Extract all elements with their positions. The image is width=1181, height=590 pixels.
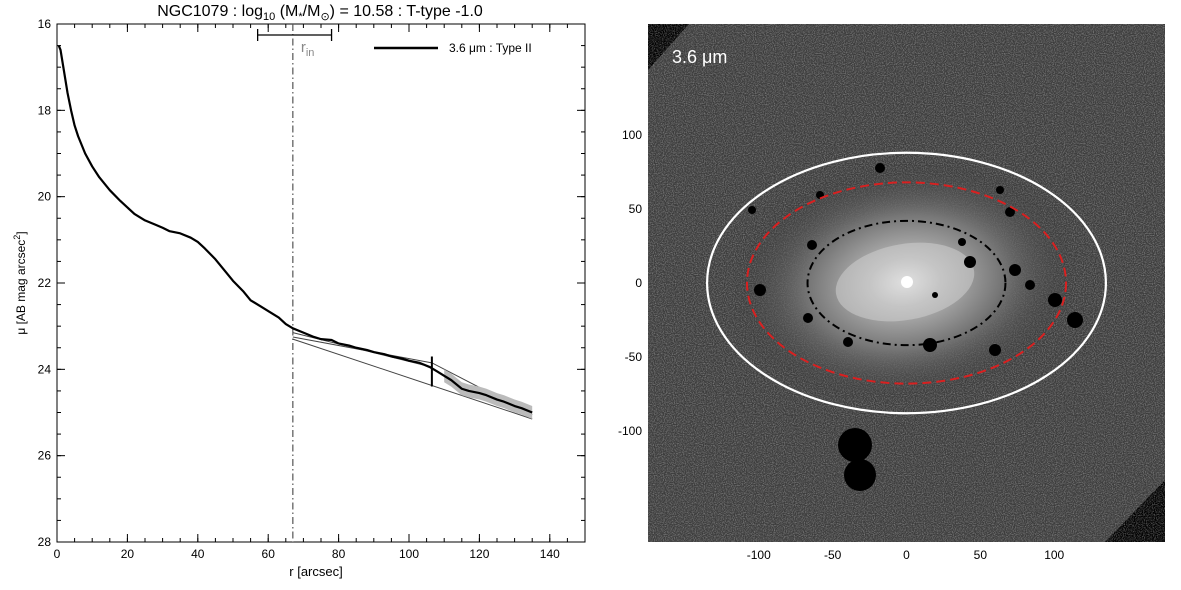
chart-title: NGC1079 : log10 (M*/M⊙) = 10.58 : T-type… bbox=[157, 3, 483, 23]
masked-source bbox=[964, 256, 976, 268]
profile-chart: NGC1079 : log10 (M*/M⊙) = 10.58 : T-type… bbox=[12, 3, 586, 579]
x-tick-label: 40 bbox=[191, 547, 205, 561]
y-tick-label: 24 bbox=[38, 362, 52, 376]
ellipse-outer bbox=[705, 151, 1108, 415]
masked-source bbox=[875, 163, 885, 173]
y-tick-label: 28 bbox=[38, 535, 52, 549]
x-tick-label: 80 bbox=[332, 547, 346, 561]
uncertainty-band bbox=[444, 369, 533, 419]
galaxy-image bbox=[648, 24, 1165, 542]
y-axis-label: μ [AB mag arcsec2] bbox=[12, 231, 28, 334]
image-band-label: 3.6 μm bbox=[672, 47, 727, 67]
image-y-tick-label: -50 bbox=[625, 350, 643, 364]
y-tick-label: 22 bbox=[38, 276, 52, 290]
masked-source bbox=[932, 292, 938, 298]
masked-source bbox=[1048, 293, 1062, 307]
x-axis-label: r [arcsec] bbox=[289, 564, 342, 579]
ellipse-inner bbox=[806, 219, 1007, 347]
masked-source bbox=[1005, 207, 1015, 217]
legend: 3.6 μm : Type II bbox=[374, 41, 532, 55]
profile-line bbox=[57, 45, 533, 414]
r-in-label: rin bbox=[301, 39, 315, 59]
fit-line bbox=[292, 338, 533, 420]
profile-series bbox=[57, 45, 533, 419]
masked-source bbox=[748, 206, 756, 214]
ellipse-middle bbox=[745, 181, 1068, 385]
masked-source bbox=[844, 459, 876, 491]
image-y-tick-label: 50 bbox=[629, 202, 643, 216]
x-tick-label: 20 bbox=[121, 547, 135, 561]
image-x-tick-label: -100 bbox=[747, 548, 771, 562]
image-x-tick-label: 0 bbox=[903, 548, 910, 562]
y-axis-ticks: 16 18 20 22 24 26 28 bbox=[38, 17, 585, 549]
x-tick-label: 60 bbox=[262, 547, 276, 561]
x-tick-label: 120 bbox=[469, 547, 489, 561]
masked-source bbox=[923, 338, 937, 352]
image-y-tick-label: 0 bbox=[635, 276, 642, 290]
fit-lines bbox=[292, 332, 533, 420]
x-axis-ticks: 0 20 40 60 80 100 120 140 bbox=[54, 24, 586, 561]
masked-source bbox=[1009, 264, 1021, 276]
r-in-marker: rin bbox=[256, 24, 333, 542]
isophote-ellipses bbox=[705, 151, 1108, 415]
x-tick-label: 100 bbox=[399, 547, 419, 561]
y-tick-label: 20 bbox=[38, 190, 52, 204]
image-y-ticks: 100 50 0 -50 -100 bbox=[618, 128, 642, 438]
plot-frame bbox=[56, 23, 586, 543]
masked-source bbox=[958, 238, 966, 246]
legend-label: 3.6 μm : Type II bbox=[449, 41, 532, 55]
masked-source bbox=[754, 284, 766, 296]
x-tick-label: 0 bbox=[54, 547, 61, 561]
masked-source bbox=[989, 344, 1001, 356]
image-x-tick-label: 50 bbox=[974, 548, 988, 562]
galaxy-nucleus bbox=[901, 276, 913, 288]
galaxy-image-panel: 3.6 μm -100 -50 0 50 100 100 50 0 -50 -100 bbox=[618, 24, 1165, 562]
masked-source bbox=[843, 337, 853, 347]
masked-source bbox=[996, 186, 1004, 194]
masked-source bbox=[803, 313, 813, 323]
image-x-tick-label: -50 bbox=[824, 548, 842, 562]
x-tick-label: 140 bbox=[540, 547, 560, 561]
masked-sources bbox=[748, 163, 1083, 491]
y-tick-label: 26 bbox=[38, 449, 52, 463]
image-x-ticks: -100 -50 0 50 100 bbox=[747, 548, 1065, 562]
image-y-tick-label: -100 bbox=[618, 424, 642, 438]
masked-source bbox=[1067, 312, 1083, 328]
masked-source bbox=[1025, 280, 1035, 290]
masked-source bbox=[807, 240, 817, 250]
masked-source bbox=[838, 428, 872, 462]
image-x-tick-label: 100 bbox=[1044, 548, 1064, 562]
y-tick-label: 16 bbox=[38, 17, 52, 31]
y-tick-label: 18 bbox=[38, 103, 52, 117]
image-y-tick-label: 100 bbox=[622, 128, 642, 142]
